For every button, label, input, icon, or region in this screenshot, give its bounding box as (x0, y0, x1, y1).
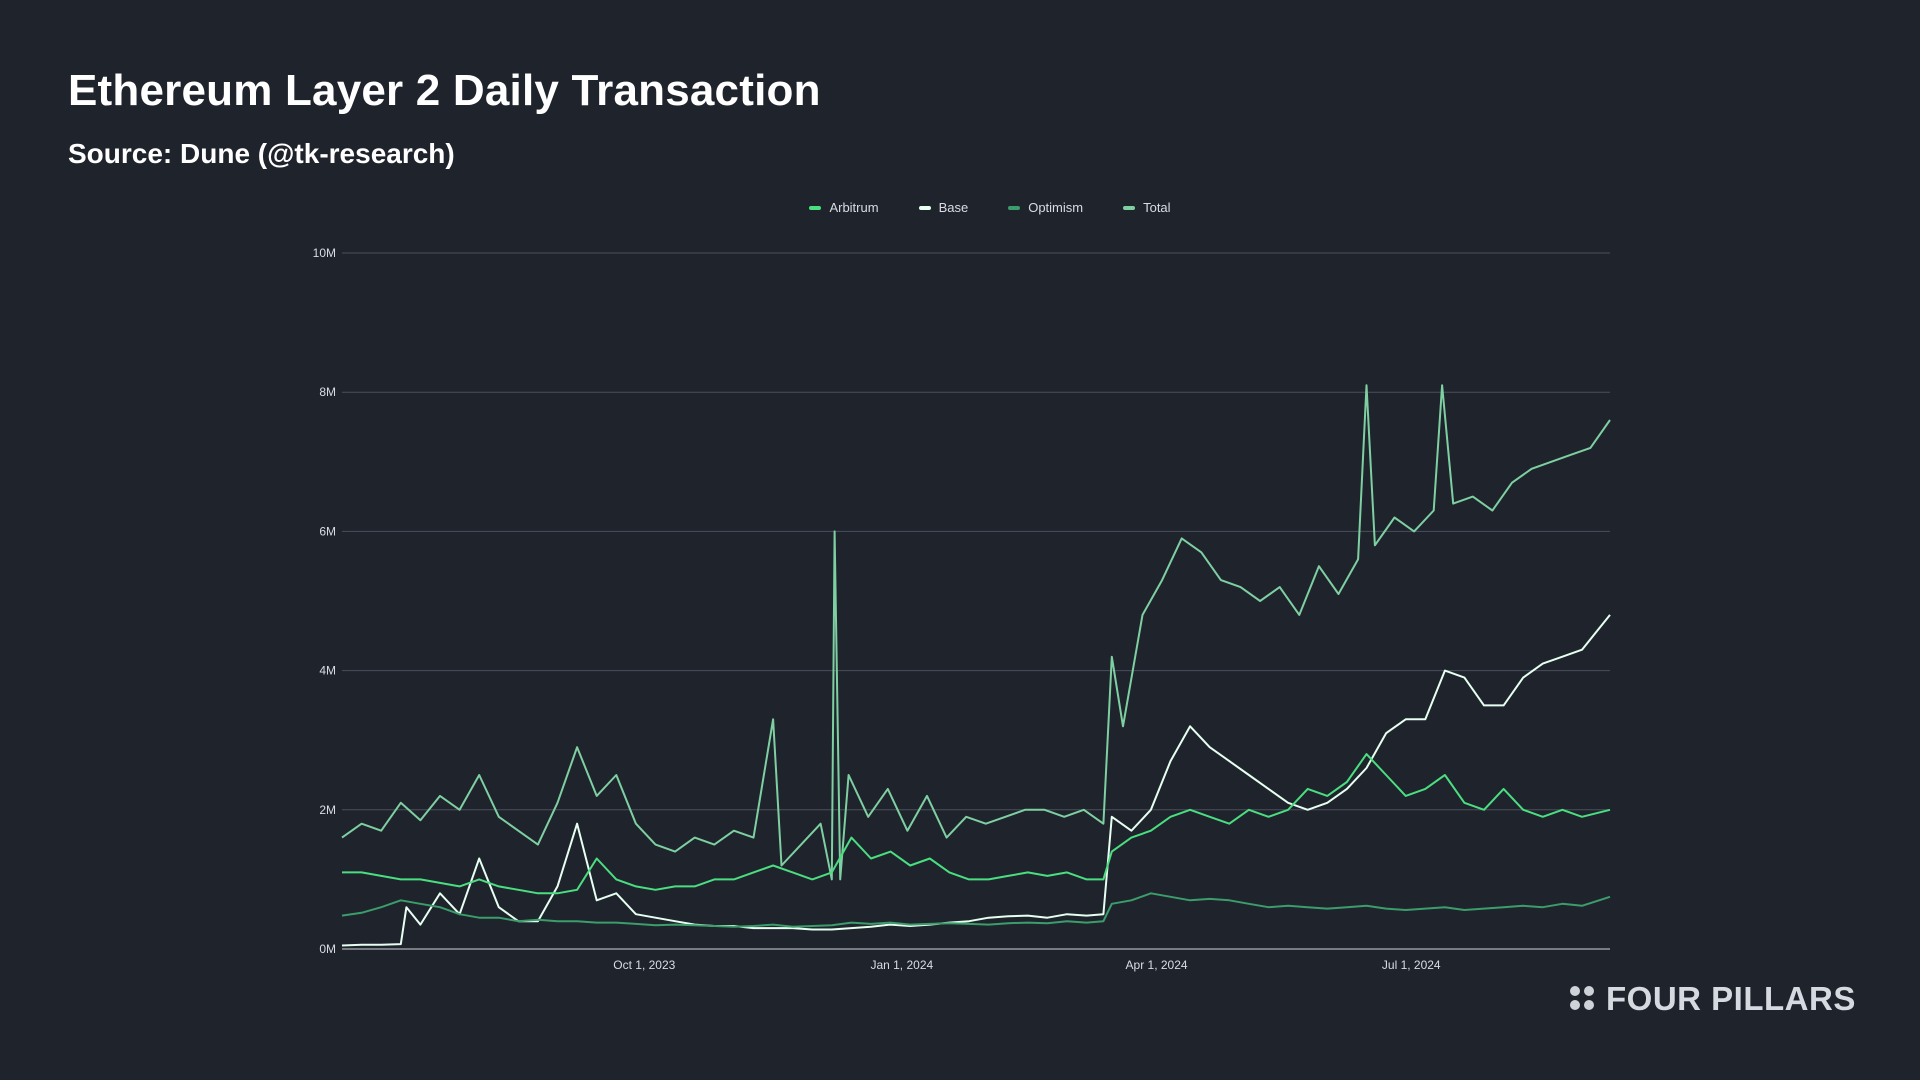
chart-legend: Arbitrum Base Optimism Total (0, 200, 1920, 215)
series-line-total (341, 384, 1611, 881)
series-line-base (341, 614, 1611, 947)
legend-label: Base (938, 200, 969, 215)
legend-label: Optimism (1028, 200, 1084, 215)
y-tick-label: 10M (313, 246, 336, 260)
y-tick-label: 2M (319, 803, 336, 817)
legend-item-arbitrum[interactable]: Arbitrum (809, 200, 879, 215)
y-tick-label: 0M (319, 942, 336, 956)
series-line-arbitrum (342, 753, 1611, 895)
brand-name: FOUR PILLARS (1606, 980, 1856, 1017)
brand-logo: FOUR PILLARS (1570, 980, 1856, 1018)
series-layer (341, 384, 1611, 947)
y-tick-label: 4M (319, 664, 336, 678)
legend-swatch (809, 205, 822, 210)
y-tick-label: 8M (319, 385, 336, 399)
series-line-optimism (341, 892, 1611, 928)
x-tick-label: Jan 1, 2024 (870, 958, 933, 972)
x-tick-label: Jul 1, 2024 (1382, 958, 1441, 972)
legend-swatch (1123, 205, 1136, 210)
page-subtitle: Source: Dune (@tk-research) (68, 138, 455, 169)
legend-item-optimism[interactable]: Optimism (1008, 200, 1083, 215)
legend-label: Total (1143, 200, 1171, 215)
legend-swatch (1008, 205, 1021, 210)
x-tick-label: Apr 1, 2024 (1126, 958, 1188, 972)
legend-item-base[interactable]: Base (918, 200, 969, 215)
legend-label: Arbitrum (829, 200, 879, 215)
legend-item-total[interactable]: Total (1123, 200, 1171, 215)
y-tick-label: 6M (319, 524, 336, 538)
axis-layer: 0M 2M 4M 6M 8M 10M Oct 1, 2023 Jan 1, 2024 Apr 1… (313, 246, 1441, 972)
page-title: Ethereum Layer 2 Daily Transaction (68, 66, 821, 115)
four-dots-icon (1570, 986, 1596, 1012)
x-tick-label: Oct 1, 2023 (613, 958, 675, 972)
grid-layer (342, 252, 1610, 950)
legend-swatch (918, 205, 931, 210)
